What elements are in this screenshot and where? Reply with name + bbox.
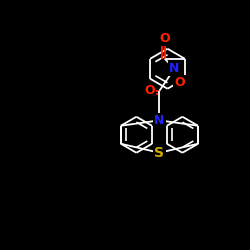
Text: O: O (144, 84, 155, 97)
Text: S: S (154, 146, 164, 160)
Text: O: O (174, 76, 185, 89)
Text: O: O (160, 32, 170, 45)
Text: N: N (154, 114, 164, 127)
Text: N: N (169, 62, 179, 75)
